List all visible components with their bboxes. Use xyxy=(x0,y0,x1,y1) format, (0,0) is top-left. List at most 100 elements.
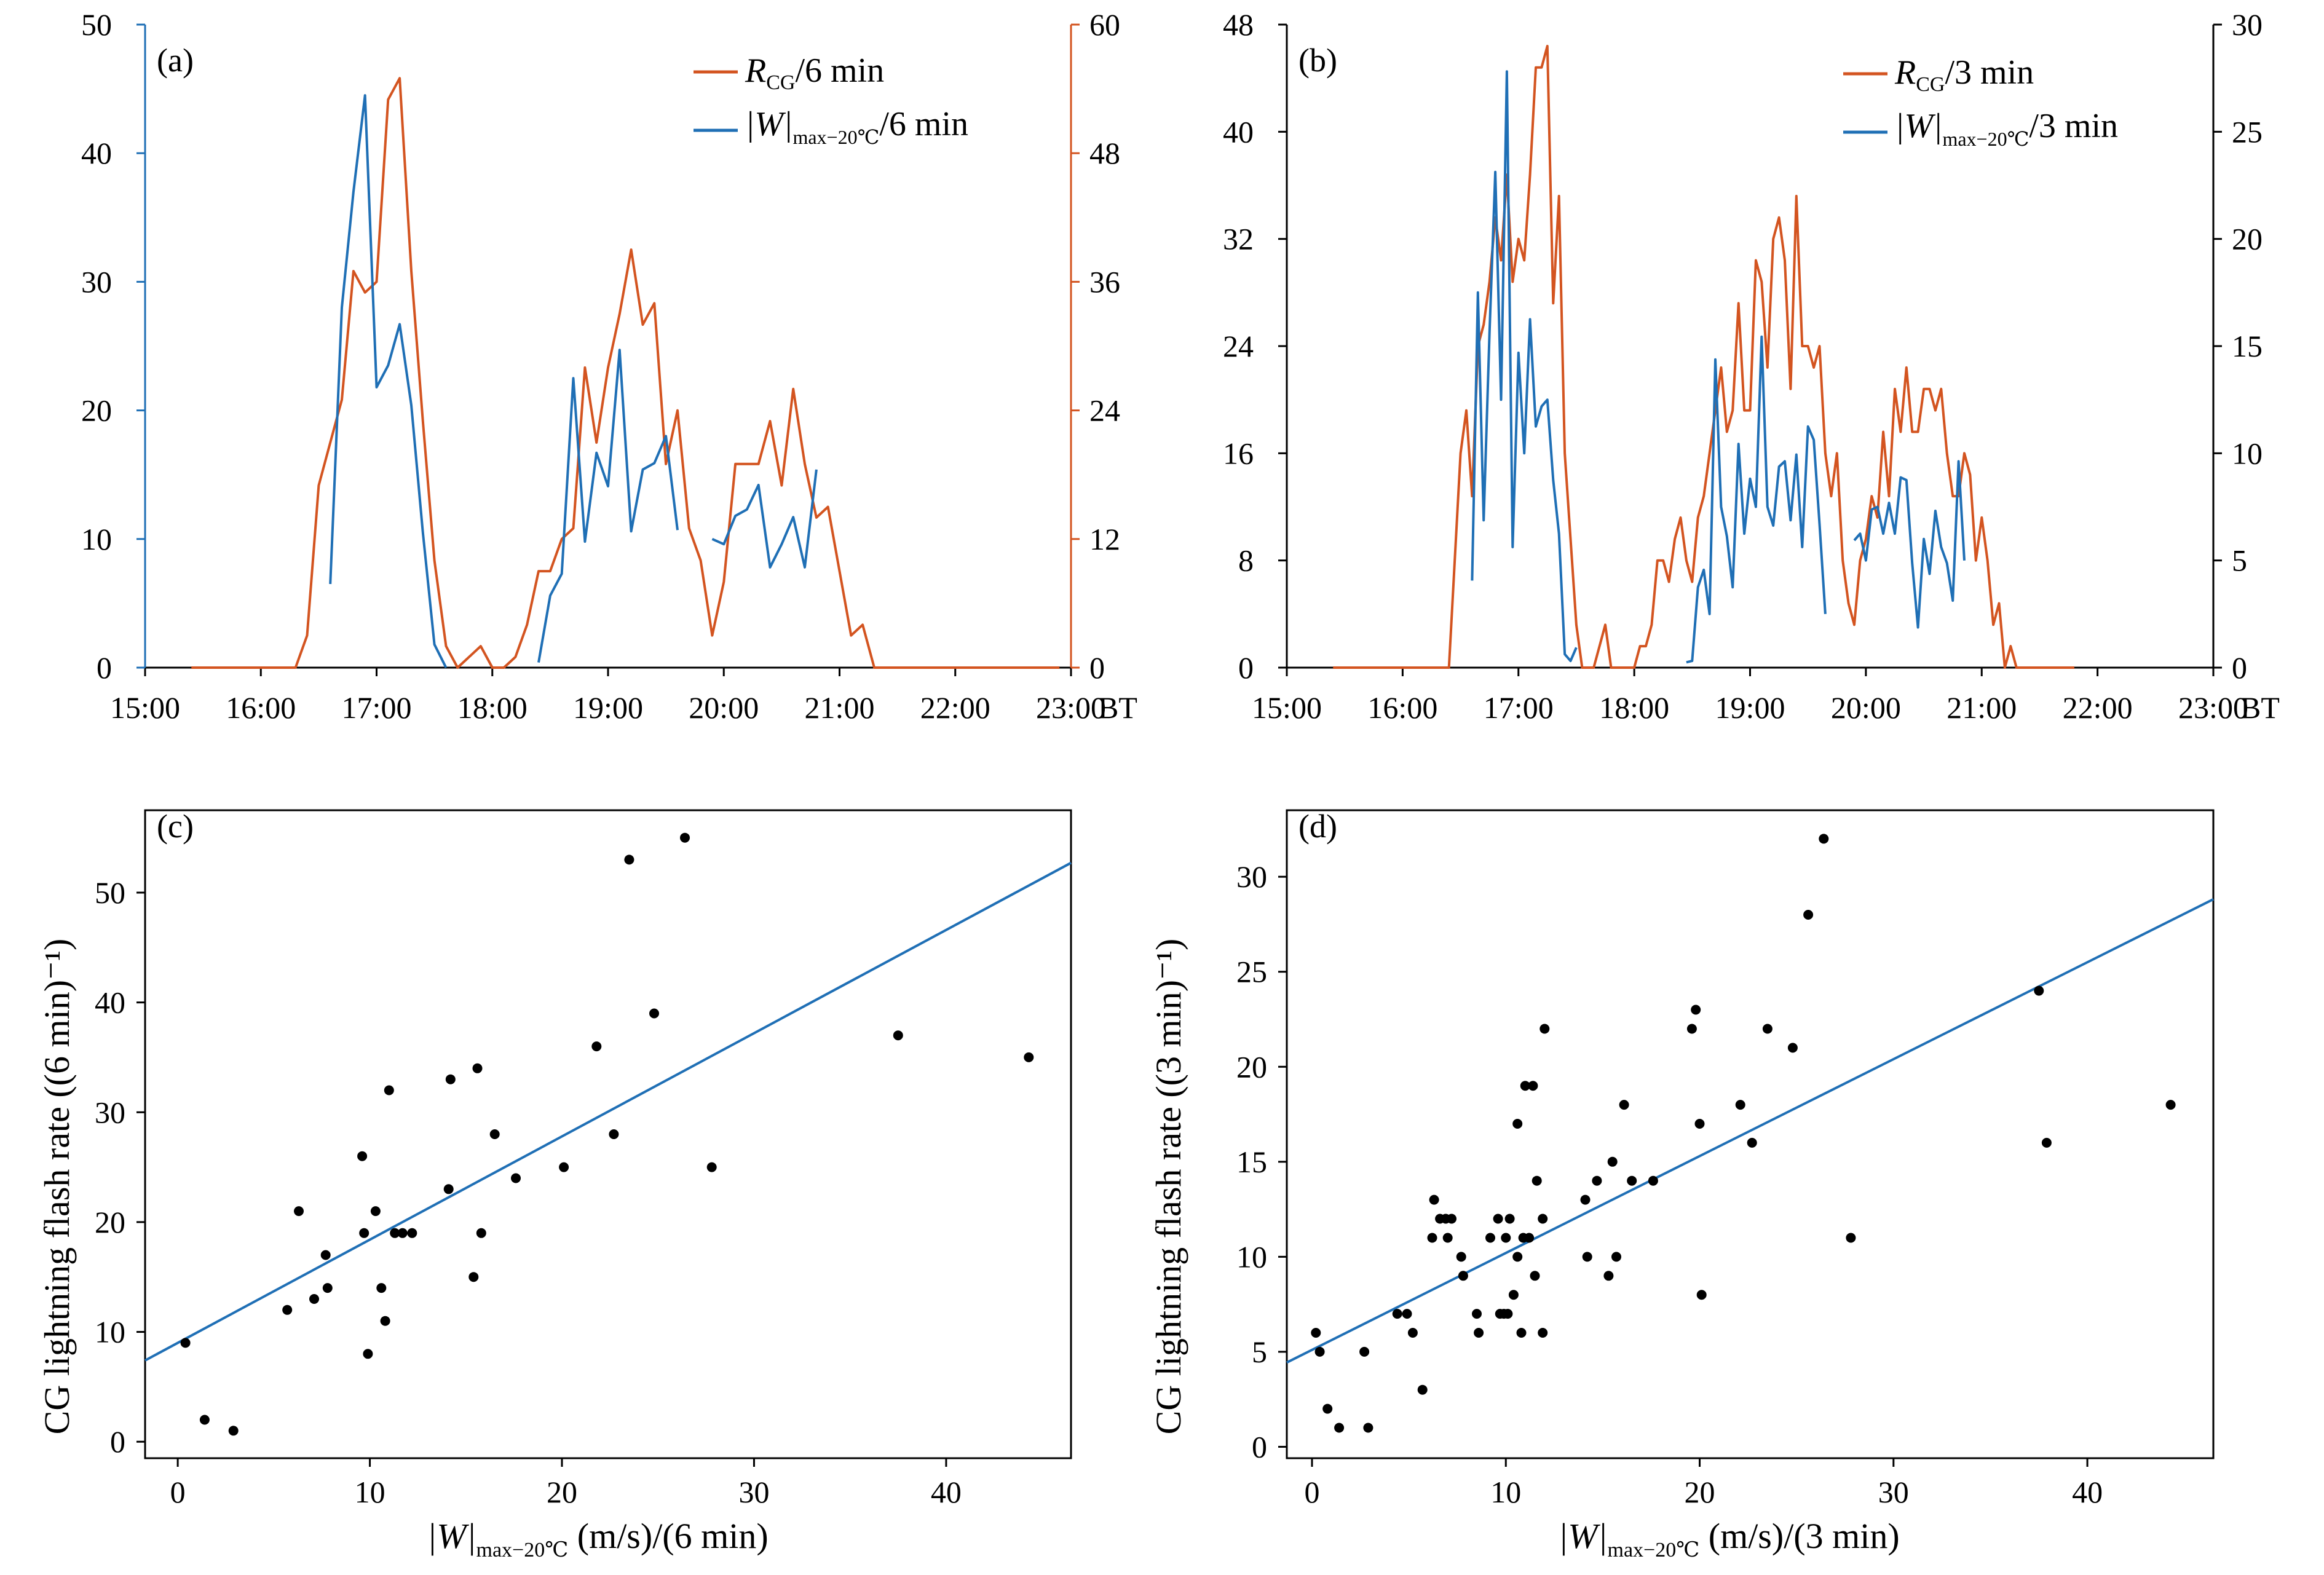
y-left-tick-label: 16 xyxy=(1223,436,1254,470)
scatter-point xyxy=(359,1228,370,1238)
y-left-tick-label: 24 xyxy=(1223,329,1254,363)
x-tick-label: 0 xyxy=(1304,1475,1319,1509)
scatter-point xyxy=(1819,834,1829,844)
scatter-point xyxy=(1694,1119,1705,1129)
y-right-tick-label: 48 xyxy=(1089,136,1120,170)
scatter-point xyxy=(1334,1423,1345,1433)
y-tick-label: 20 xyxy=(1236,1049,1267,1084)
x-tick-label: 17:00 xyxy=(1484,690,1554,725)
legend-subscript: CG xyxy=(1916,73,1945,96)
scatter-point xyxy=(1762,1024,1773,1034)
xlabel-text: |W| xyxy=(1558,1516,1607,1556)
panel-c-xlabel: |W|max−20℃ (m/s)/(6 min) xyxy=(427,1516,768,1561)
y-tick-label: 0 xyxy=(110,1424,125,1459)
panel-d-ylabel: CG lightning flash rate ((3 min)⁻¹) xyxy=(1148,939,1188,1435)
scatter-point xyxy=(489,1129,500,1139)
x-tick-label: 22:00 xyxy=(2063,690,2133,725)
scatter-point xyxy=(1539,1024,1550,1034)
legend-text: /6 min xyxy=(795,52,884,90)
scatter-point xyxy=(1530,1271,1540,1281)
scatter-point xyxy=(1359,1346,1370,1357)
scatter-point xyxy=(1493,1214,1503,1224)
scatter-point xyxy=(199,1415,210,1425)
y-tick-label: 15 xyxy=(1236,1145,1267,1179)
scatter-point xyxy=(1532,1175,1542,1186)
scatter-point xyxy=(322,1283,333,1293)
x-tick-label: 0 xyxy=(170,1475,186,1509)
scatter-point xyxy=(380,1316,390,1326)
scatter-point xyxy=(1392,1309,1402,1319)
scatter-point xyxy=(1417,1384,1428,1395)
scatter-point xyxy=(1442,1233,1453,1243)
scatter-point xyxy=(1314,1346,1325,1357)
scatter-point xyxy=(1580,1194,1591,1205)
scatter-point xyxy=(1787,1043,1798,1053)
y-left-tick-label: 40 xyxy=(81,136,112,170)
scatter-point xyxy=(1508,1290,1519,1300)
scatter-point xyxy=(1402,1309,1412,1319)
legend-text: /3 min xyxy=(2029,107,2118,145)
scatter-point xyxy=(624,855,634,865)
scatter-point xyxy=(1363,1423,1373,1433)
xlabel-text: (m/s)/(3 min) xyxy=(1699,1516,1899,1556)
scatter-point xyxy=(1024,1052,1034,1062)
scatter-point xyxy=(1512,1119,1523,1129)
x-tick-label: 20 xyxy=(547,1475,577,1509)
plot-frame xyxy=(144,809,1072,1459)
legend-subscript: max−20℃ xyxy=(792,126,879,148)
y-right-tick-label: 24 xyxy=(1089,393,1120,428)
x-tick-label: 18:00 xyxy=(1599,690,1669,725)
panel-b-legend-w: |W|max−20℃/3 min xyxy=(1895,107,2118,150)
y-right-tick-label: 5 xyxy=(2232,543,2247,578)
panel-d-marks: 0 10 20 30 40 0 5 10 15 20 25 30 xyxy=(1236,809,2215,1509)
xlabel-text: |W| xyxy=(427,1516,476,1556)
series-line-w-segment-3 xyxy=(1853,460,1966,629)
series-line-w-segment-2 xyxy=(537,349,679,663)
xlabel-text: (m/s)/(6 min) xyxy=(568,1516,768,1556)
scatter-point xyxy=(476,1228,486,1238)
y-right-tick-label: 60 xyxy=(1089,7,1120,42)
x-tick-label: 30 xyxy=(738,1475,769,1509)
y-left-tick-label: 48 xyxy=(1223,7,1254,42)
scatter-point xyxy=(1456,1252,1466,1262)
legend-text: R xyxy=(745,52,766,90)
panel-a-legend-rcg: RCG/6 min xyxy=(745,52,884,94)
scatter-point xyxy=(1485,1233,1495,1243)
y-left-tick-label: 0 xyxy=(1238,650,1254,685)
scatter-point xyxy=(1747,1137,1757,1148)
scatter-point xyxy=(282,1305,293,1315)
scatter-point xyxy=(1846,1233,1856,1243)
y-left-tick-label: 10 xyxy=(81,522,112,556)
legend-text: |W| xyxy=(745,105,792,143)
y-tick-label: 50 xyxy=(95,875,125,910)
scatter-point xyxy=(1524,1233,1535,1243)
xlabel-subscript: max−20℃ xyxy=(476,1539,569,1561)
x-tick-label: 10 xyxy=(1490,1475,1521,1509)
scatter-point xyxy=(1648,1175,1658,1186)
series-line-w-segment-2 xyxy=(1686,335,1827,664)
scatter-point xyxy=(228,1426,239,1436)
legend-text: |W| xyxy=(1895,107,1942,145)
panel-b-marks: 15:00 16:00 17:00 18:00 19:00 20:00 21:00 22:00… xyxy=(1223,7,2280,725)
x-tick-label: 18:00 xyxy=(457,690,528,725)
scatter-point xyxy=(320,1250,331,1260)
legend-subscript: CG xyxy=(766,71,795,94)
panel-b-label: (b) xyxy=(1298,42,1337,79)
scatter-point xyxy=(1503,1309,1513,1319)
scatter-point xyxy=(1592,1175,1602,1186)
y-tick-label: 10 xyxy=(1236,1239,1267,1274)
x-tick-label: 30 xyxy=(1878,1475,1909,1509)
x-tick-label: 15:00 xyxy=(110,690,180,725)
panel-a-time-series: 15:00 16:00 17:00 18:00 19:00 20:00 21:00 22:00… xyxy=(81,7,1137,725)
panel-c-scatter: 0 10 20 30 40 0 10 20 30 40 50 (c) CG lightning fl… xyxy=(37,808,1072,1561)
scatter-point xyxy=(1447,1214,1456,1224)
scatter-point xyxy=(1472,1309,1482,1319)
scatter-point xyxy=(1322,1403,1333,1414)
scatter-point xyxy=(1619,1100,1629,1110)
y-tick-label: 0 xyxy=(1252,1429,1267,1464)
scatter-point xyxy=(407,1228,417,1238)
panel-a-marks: 15:00 16:00 17:00 18:00 19:00 20:00 21:00 22:00… xyxy=(81,7,1137,725)
scatter-point xyxy=(1520,1081,1530,1091)
y-left-tick-label: 40 xyxy=(1223,114,1254,149)
